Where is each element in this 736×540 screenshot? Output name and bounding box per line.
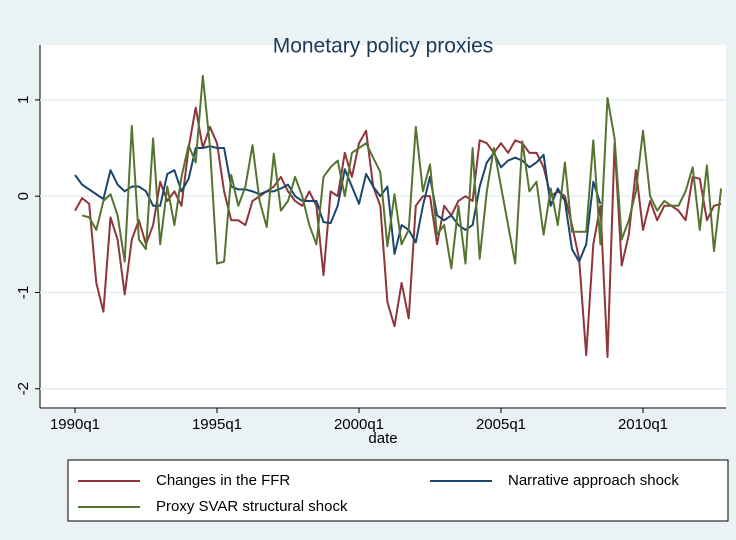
- y-tick-label: 0: [15, 192, 32, 200]
- x-tick-label: 2005q1: [476, 416, 526, 433]
- x-tick-label: 2010q1: [618, 416, 668, 433]
- series-line: [81, 74, 723, 270]
- y-tick-label: 1: [15, 96, 32, 104]
- legend-box: [67, 459, 729, 522]
- legend-label: Proxy SVAR structural shock: [156, 498, 348, 515]
- x-tick-label: 1990q1: [50, 416, 100, 433]
- series-line: [74, 106, 722, 358]
- y-tick-label: -1: [15, 286, 32, 299]
- x-axis-title: date: [368, 430, 397, 447]
- series-line: [74, 145, 602, 263]
- chart-title: Monetary policy proxies: [273, 35, 494, 58]
- x-tick-label: 1995q1: [192, 416, 242, 433]
- y-tick-label: -2: [15, 382, 32, 395]
- x-tick-label: 2000q1: [334, 416, 384, 433]
- legend-label: Changes in the FFR: [156, 472, 290, 489]
- legend-label: Narrative approach shock: [508, 472, 679, 489]
